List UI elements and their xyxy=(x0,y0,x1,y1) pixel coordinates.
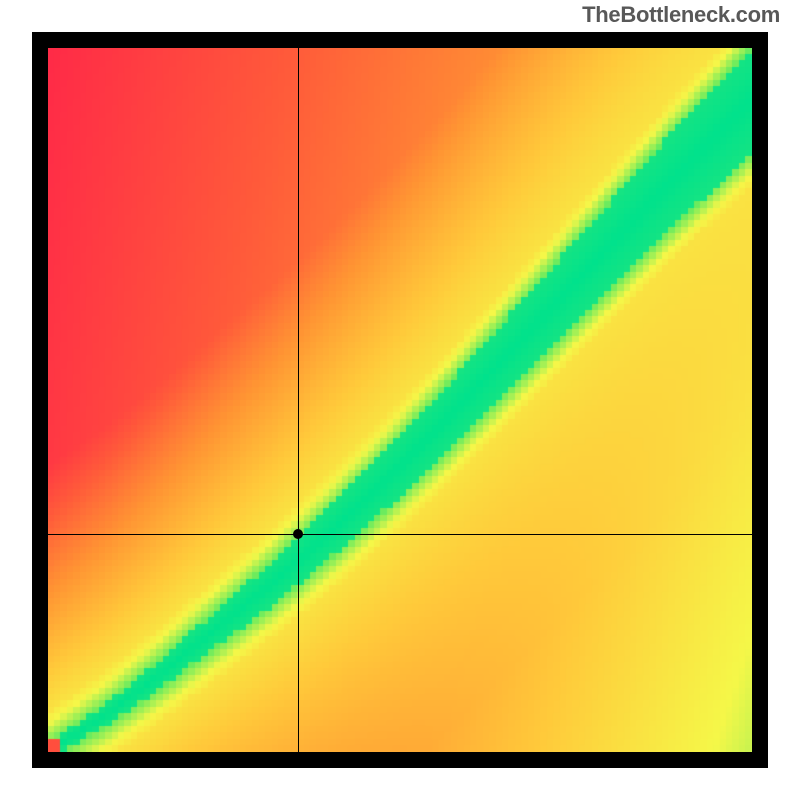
crosshair-point xyxy=(293,529,303,539)
crosshair-vertical xyxy=(298,48,299,752)
crosshair-horizontal xyxy=(48,534,752,535)
watermark-text: TheBottleneck.com xyxy=(582,2,780,28)
heatmap-canvas xyxy=(48,48,752,752)
chart-outer-border xyxy=(32,32,768,768)
heatmap-plot-area xyxy=(48,48,752,752)
